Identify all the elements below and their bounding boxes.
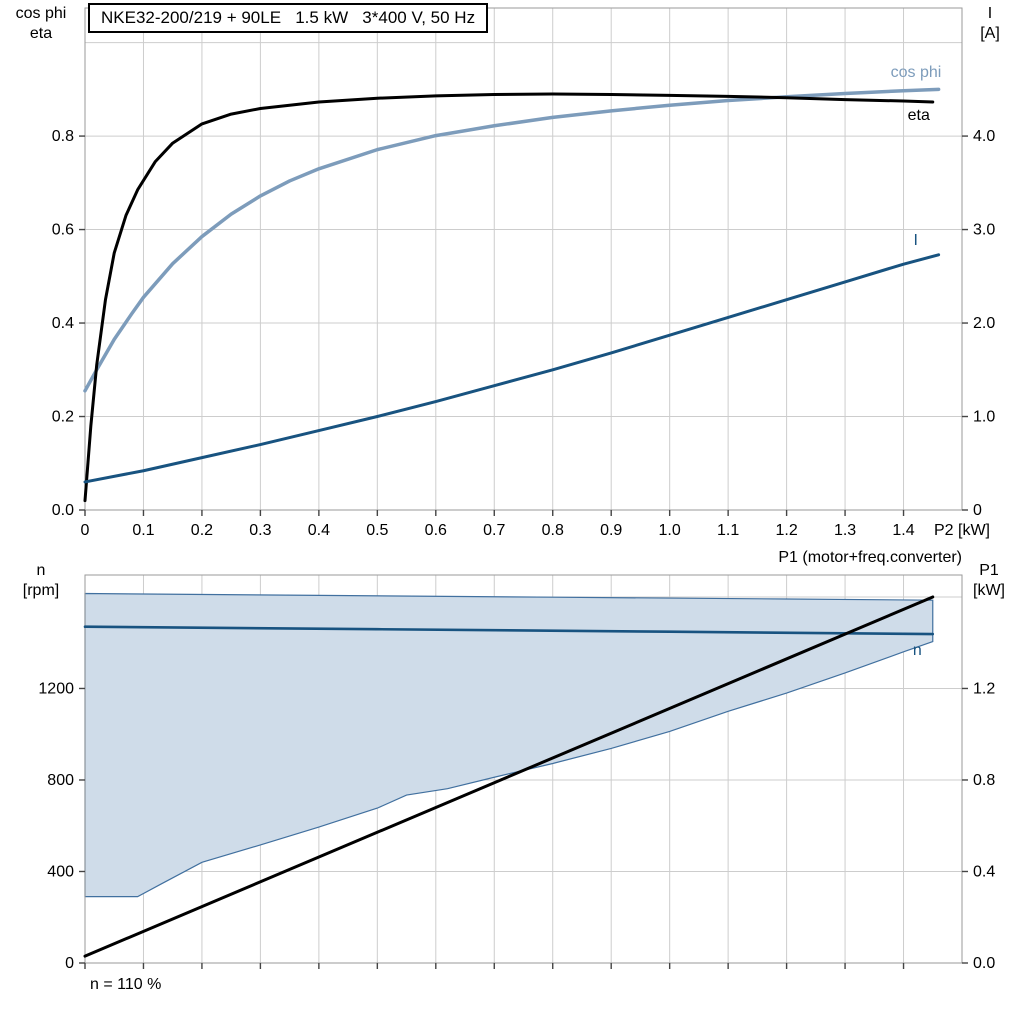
operating-envelope-area xyxy=(84,592,934,898)
right-tick-label: 0.4 xyxy=(973,863,995,880)
left-tick-label: 0.4 xyxy=(52,315,74,332)
bottom-right-axis-label: P1 [kW] xyxy=(960,561,1018,601)
right-tick-label: 1.0 xyxy=(973,409,995,426)
series-label-cos-phi: cos phi xyxy=(891,64,942,81)
x-axis-unit-label: P2 [kW] xyxy=(934,522,990,539)
speed-footnote: n = 110 % xyxy=(90,976,162,993)
top-left-axis-label: cos phi eta xyxy=(2,4,80,44)
right-tick-label: 1.2 xyxy=(973,680,995,697)
series-label-eta: eta xyxy=(908,107,930,124)
title-box: NKE32-200/219 + 90LE 1.5 kW 3*400 V, 50 … xyxy=(88,3,489,33)
x-tick-label: 0.1 xyxy=(132,522,154,539)
top-right-axis-label: I [A] xyxy=(962,4,1018,44)
x-tick-label: 1.1 xyxy=(717,522,739,539)
x-tick-label: 0.7 xyxy=(483,522,505,539)
left-tick-label: 400 xyxy=(47,863,74,880)
p1-curve-annotation: P1 (motor+freq.converter) xyxy=(778,549,962,566)
series-line-I xyxy=(83,253,941,484)
series-label-I: I xyxy=(913,232,917,249)
right-tick-label: 4.0 xyxy=(973,128,995,145)
left-tick-label: 0.8 xyxy=(52,128,74,145)
x-tick-label: 0.3 xyxy=(249,522,271,539)
series-line-P1 xyxy=(83,595,935,958)
left-tick-label: 0.0 xyxy=(52,502,74,519)
x-tick-label: 1.4 xyxy=(892,522,914,539)
x-tick-label: 1.3 xyxy=(834,522,856,539)
x-tick-label: 0.9 xyxy=(600,522,622,539)
right-tick-label: 0.0 xyxy=(973,955,995,972)
x-tick-label: 0.5 xyxy=(366,522,388,539)
axis-label-current: I xyxy=(987,5,993,22)
plot-frame xyxy=(84,574,963,964)
x-tick-label: 0.4 xyxy=(308,522,330,539)
series-line-n xyxy=(83,625,935,636)
left-tick-label: 0.2 xyxy=(52,409,74,426)
right-tick-label: 2.0 xyxy=(973,315,995,332)
x-tick-label: 1.2 xyxy=(775,522,797,539)
x-tick-label: 0 xyxy=(81,522,90,539)
right-tick-label: 3.0 xyxy=(973,222,995,239)
axis-label-speed-unit: [rpm] xyxy=(22,582,60,599)
series-label-n: n xyxy=(913,642,922,659)
x-tick-label: 0.8 xyxy=(542,522,564,539)
x-tick-label: 0.2 xyxy=(191,522,213,539)
series-line-cos-phi xyxy=(83,87,941,393)
axis-label-eta: eta xyxy=(29,25,53,42)
axis-label-speed: n xyxy=(36,562,46,579)
axis-label-p1-unit: [kW] xyxy=(973,582,1005,599)
series-line-eta xyxy=(83,92,935,503)
left-tick-label: 0 xyxy=(65,955,74,972)
left-tick-label: 1200 xyxy=(38,680,74,697)
left-tick-label: 800 xyxy=(47,772,74,789)
axis-label-current-unit: [A] xyxy=(980,25,1000,42)
x-tick-label: 0.6 xyxy=(425,522,447,539)
right-tick-label: 0 xyxy=(973,502,982,519)
x-tick-label: 1.0 xyxy=(659,522,681,539)
plot-frame xyxy=(84,7,963,511)
axis-label-p1: P1 xyxy=(979,562,999,579)
left-tick-label: 0.6 xyxy=(52,222,74,239)
bottom-left-axis-label: n [rpm] xyxy=(2,561,80,601)
axis-label-cos-phi: cos phi xyxy=(15,5,67,22)
right-tick-label: 0.8 xyxy=(973,772,995,789)
